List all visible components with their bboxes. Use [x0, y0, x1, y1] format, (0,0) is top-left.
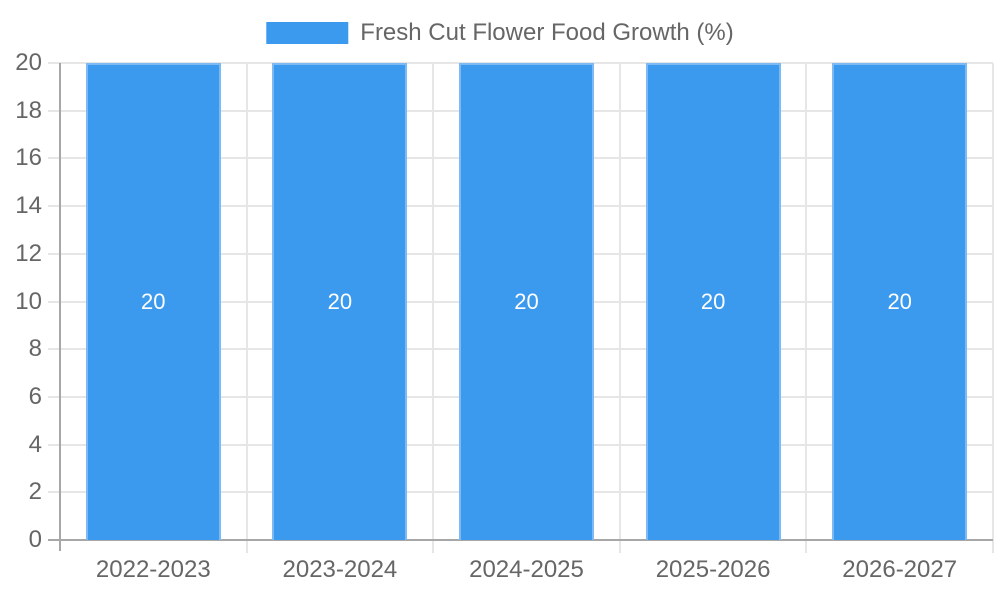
y-axis-tick-label: 4 [28, 430, 42, 458]
x-gridline [805, 63, 808, 553]
x-axis-line [48, 539, 993, 541]
x-axis-tick-label: 2022-2023 [95, 556, 211, 583]
bar-value-label: 20 [327, 288, 353, 314]
bar[interactable] [645, 63, 781, 540]
bar-value-label: 20 [700, 288, 726, 314]
x-gridline [618, 63, 621, 553]
bar[interactable] [272, 63, 408, 540]
bar[interactable] [85, 63, 221, 540]
bar-value-label: 20 [514, 288, 539, 314]
y-axis-tick-label: 8 [28, 335, 42, 363]
legend-label: Fresh Cut Flower Food Growth (%) [360, 19, 734, 46]
x-axis-tick-label: 2023-2024 [282, 556, 398, 583]
x-axis-tick-label: 2025-2026 [655, 556, 771, 583]
bar-value-label: 20 [887, 288, 912, 314]
bar-value-label: 20 [141, 288, 166, 314]
y-axis-tick-label: 10 [15, 287, 42, 315]
x-gridline [245, 63, 248, 553]
x-axis-tick-label: 2024-2025 [469, 556, 584, 583]
y-axis-tick-label: 14 [15, 192, 42, 220]
y-axis-tick-label: 2 [28, 478, 42, 506]
y-axis-tick-label: 20 [15, 49, 42, 76]
bar[interactable] [459, 63, 594, 540]
x-gridline [432, 63, 435, 553]
y-axis-tick-label: 12 [15, 239, 42, 267]
y-axis-tick-label: 16 [15, 144, 42, 172]
x-gridline [992, 63, 994, 553]
y-axis-tick-label: 6 [28, 382, 42, 410]
legend[interactable]: Fresh Cut Flower Food Growth (%) [266, 19, 734, 46]
x-axis-tick-label: 2026-2027 [842, 556, 958, 583]
bar[interactable] [832, 63, 968, 540]
y-axis-tick-label: 18 [15, 96, 42, 124]
y-axis-line [59, 63, 61, 551]
legend-swatch-icon [266, 22, 349, 44]
y-axis-tick-label: 0 [28, 526, 42, 553]
